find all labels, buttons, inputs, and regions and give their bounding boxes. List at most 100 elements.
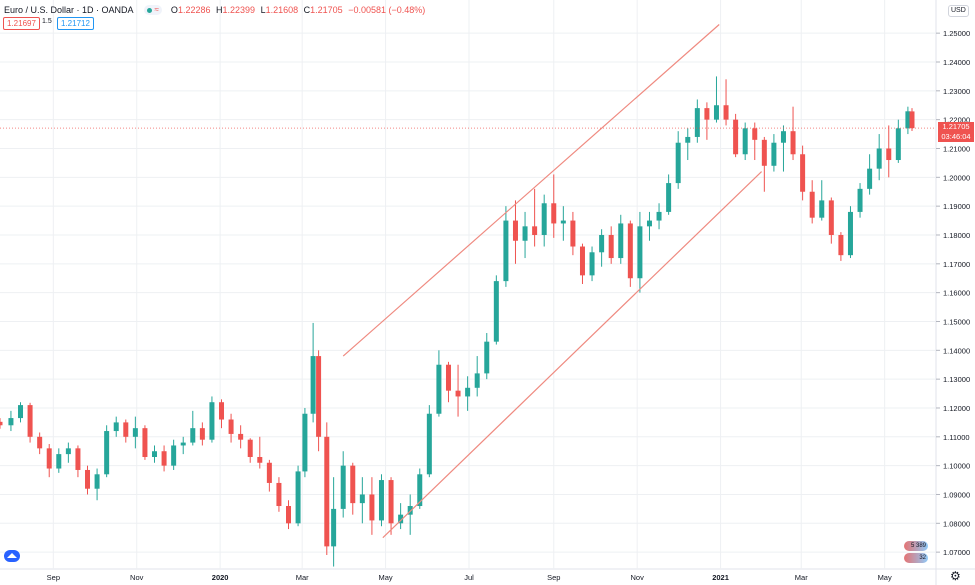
waves-icon: ≈: [154, 5, 159, 14]
time-tick-label: Nov: [630, 573, 644, 582]
settings-gear-icon[interactable]: ⚙: [950, 569, 961, 583]
candle-body: [238, 433, 244, 440]
close-value: 1.21705: [310, 5, 343, 15]
candle-body: [522, 226, 528, 241]
candle-body: [637, 226, 643, 279]
price-tick-label: 1.23000: [943, 87, 970, 96]
bar-countdown: 03:46:04: [941, 132, 971, 141]
candle-body: [0, 421, 3, 426]
candle-body: [331, 508, 337, 547]
candle-body: [771, 142, 777, 166]
candle-body: [286, 506, 292, 524]
candle-body: [723, 105, 729, 120]
buy-button[interactable]: 1.21712: [57, 17, 94, 30]
price-tick-label: 1.20000: [943, 173, 970, 182]
trend-channel[interactable]: [342, 24, 763, 539]
candle-body: [876, 148, 882, 169]
time-tick-label: Mar: [296, 573, 309, 582]
candle-body: [742, 128, 748, 155]
candle-body: [905, 111, 911, 129]
candle-body: [426, 413, 432, 475]
price-tick-label: 1.16000: [943, 289, 970, 298]
candle-body: [465, 387, 471, 397]
candle-body: [417, 474, 423, 507]
price-tick-label: 1.18000: [943, 231, 970, 240]
candle-body: [123, 422, 129, 437]
price-tick-label: 1.14000: [943, 346, 970, 355]
time-axis[interactable]: Sep Nov 2020 Mar May Jul Sep Nov 2021 Mar May: [47, 573, 892, 582]
channel-trendline: [382, 171, 763, 539]
candle-body: [295, 471, 301, 524]
candle-body: [646, 220, 652, 227]
candle-body: [142, 428, 148, 457]
candle-body: [579, 246, 585, 276]
open-value: 1.22286: [177, 5, 211, 15]
candle-body: [627, 223, 633, 279]
candle-body: [152, 451, 158, 457]
candle-body: [436, 364, 442, 414]
candle-body: [65, 448, 71, 455]
price-tick-label: 1.17000: [943, 260, 970, 269]
time-tick-label: Nov: [130, 573, 144, 582]
candle-body: [199, 428, 205, 440]
candle-body: [570, 220, 576, 247]
candle-body: [180, 442, 186, 446]
candle-body: [656, 211, 662, 221]
notification-badge-top[interactable]: 5 389: [904, 541, 928, 551]
candle-body: [266, 462, 272, 483]
currency-button[interactable]: USD: [948, 5, 969, 17]
tradingview-logo-icon[interactable]: [4, 550, 20, 562]
price-axis[interactable]: 1.07000 1.08000 1.09000 1.10000 1.11000 1.120…: [936, 29, 970, 557]
price-tick-label: 1.24000: [943, 58, 970, 67]
time-tick-label: Sep: [547, 573, 560, 582]
candle-body: [219, 402, 225, 420]
sell-button[interactable]: 1.21697: [3, 17, 40, 30]
candle-body: [113, 422, 119, 432]
time-tick-label: Jul: [464, 573, 474, 582]
ohlc-values: O1.22286 H1.22399 L1.21608 C1.21705 −0.0…: [170, 5, 426, 15]
candle-body: [302, 413, 308, 472]
candle-body: [599, 234, 605, 253]
candle-body: [857, 188, 863, 212]
candle-body: [324, 436, 330, 547]
candle-body: [790, 131, 796, 155]
candle-body: [340, 465, 346, 509]
price-tick-label: 1.15000: [943, 317, 970, 326]
candle-body: [8, 418, 14, 426]
price-tick-label: 1.09000: [943, 490, 970, 499]
candles[interactable]: [0, 76, 915, 567]
candle-body: [455, 390, 461, 397]
candle-body: [484, 341, 490, 374]
time-tick-label: May: [378, 573, 392, 582]
candle-body: [512, 220, 518, 241]
candle-body: [819, 200, 825, 218]
candle-body: [445, 364, 451, 391]
candle-body: [85, 469, 91, 489]
low-value: 1.21608: [265, 5, 299, 15]
candle-body: [398, 514, 404, 524]
change-value: −0.00581 (−0.48%): [348, 5, 426, 15]
candle-body: [838, 234, 844, 256]
candle-body: [909, 111, 915, 129]
candle-body: [541, 203, 547, 235]
candle-body: [104, 431, 110, 475]
candle-body: [752, 128, 758, 140]
candle-body: [316, 356, 322, 437]
candle-body: [209, 402, 215, 440]
time-tick-label: May: [878, 573, 892, 582]
candle-body: [809, 191, 815, 218]
candle-body: [75, 448, 81, 470]
candle-body: [257, 456, 263, 463]
candle-body: [847, 211, 853, 256]
notification-badge-bottom[interactable]: 32: [904, 553, 928, 563]
symbol-title[interactable]: Euro / U.S. Dollar · 1D · OANDA: [4, 5, 134, 15]
price-tick-label: 1.12000: [943, 404, 970, 413]
candle-body: [46, 448, 52, 469]
candle-body: [618, 223, 624, 259]
candle-body: [560, 220, 566, 224]
market-status[interactable]: ≈: [143, 5, 162, 15]
time-tick-label: Mar: [795, 573, 808, 582]
